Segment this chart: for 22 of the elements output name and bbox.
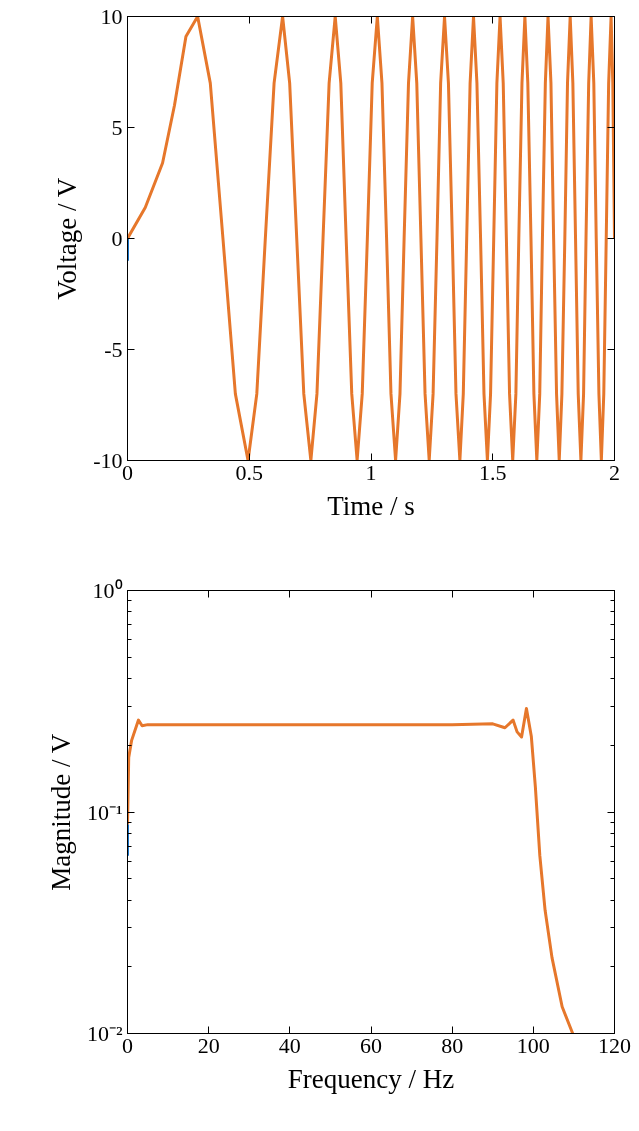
y-tick-label: 10⁻¹: [86, 799, 123, 825]
x-tick-label: 1.5: [479, 459, 507, 485]
y-axis-title: Voltage / V: [52, 177, 83, 300]
x-axis-title: Frequency / Hz: [287, 1063, 455, 1094]
y-tick-label: 0: [111, 225, 123, 251]
x-tick-label: 60: [360, 1032, 382, 1058]
y-tick-label: -5: [104, 336, 123, 362]
x-tick-label: 100: [516, 1032, 550, 1058]
y-tick-label: -10: [93, 447, 123, 473]
y-tick-label: 10⁰: [92, 578, 123, 603]
x-tick-label: 40: [278, 1032, 301, 1058]
y-tick-label: 10⁻²: [86, 1021, 123, 1046]
y-axis-title: Magnitude / V: [45, 733, 76, 891]
x-tick-label: 0.5: [235, 459, 263, 485]
y-tick-label: 5: [111, 114, 123, 140]
x-tick-label: 20: [197, 1032, 220, 1058]
x-axis-title: Time / s: [327, 490, 415, 521]
x-tick-label: 1: [365, 459, 377, 485]
x-tick-label: 80: [441, 1032, 464, 1058]
x-tick-label: 2: [609, 459, 620, 485]
x-tick-label: 120: [598, 1032, 631, 1058]
y-tick-label: 10: [100, 3, 123, 29]
